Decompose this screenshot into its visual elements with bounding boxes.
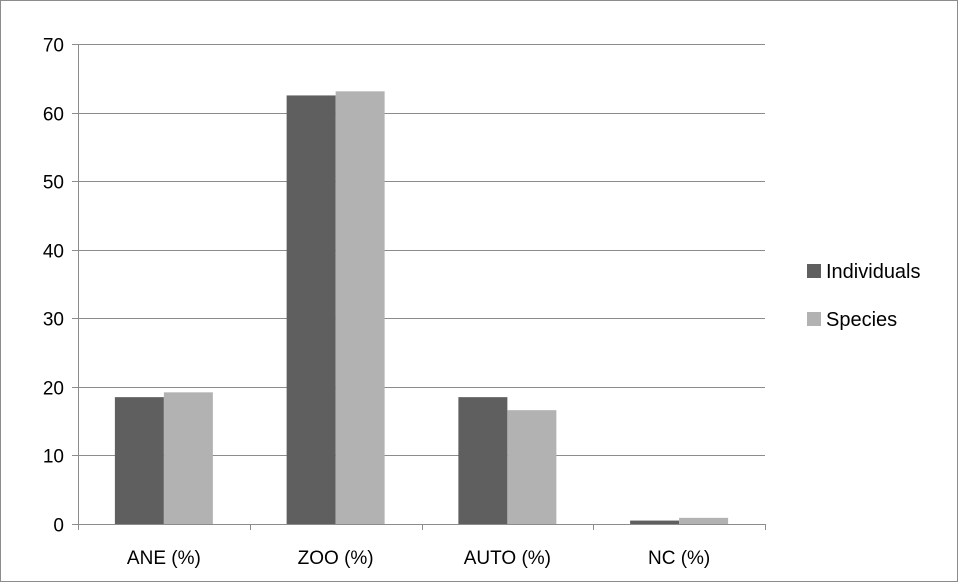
bar-species-1 [335,91,385,525]
y-tick-label: 20 [43,379,64,400]
gridlines [78,44,765,456]
y-tick-label: 70 [43,36,64,57]
legend: Individuals Species [807,261,921,331]
x-tick-label: AUTO (%) [464,548,551,569]
y-tick-label: 10 [43,447,64,468]
y-tick-label: 30 [43,310,64,331]
bar-species-0 [163,392,213,524]
y-tick-label: 40 [43,242,64,263]
legend-swatch-individuals [807,264,821,278]
y-tick-label: 50 [43,173,64,194]
bars [114,91,729,525]
bar-individuals-2 [458,397,508,524]
bar-individuals-0 [114,397,164,524]
legend-label-species: Species [826,309,897,331]
x-tick-label: ANE (%) [127,548,201,569]
x-tick-label: ZOO (%) [298,548,374,569]
x-tick-labels: ANE (%) ZOO (%) AUTO (%) NC (%) [127,548,710,569]
legend-swatch-species [807,312,821,326]
y-tick-labels: 0 10 20 30 40 50 60 70 [43,36,64,537]
x-tick-label: NC (%) [648,548,710,569]
axes [72,44,766,530]
bar-species-2 [507,410,557,524]
bar-species-3 [679,517,729,524]
bar-individuals-3 [630,520,680,524]
y-tick-label: 60 [43,105,64,126]
y-tick-label: 0 [53,516,64,537]
bar-individuals-1 [286,95,336,524]
legend-label-individuals: Individuals [826,261,921,283]
